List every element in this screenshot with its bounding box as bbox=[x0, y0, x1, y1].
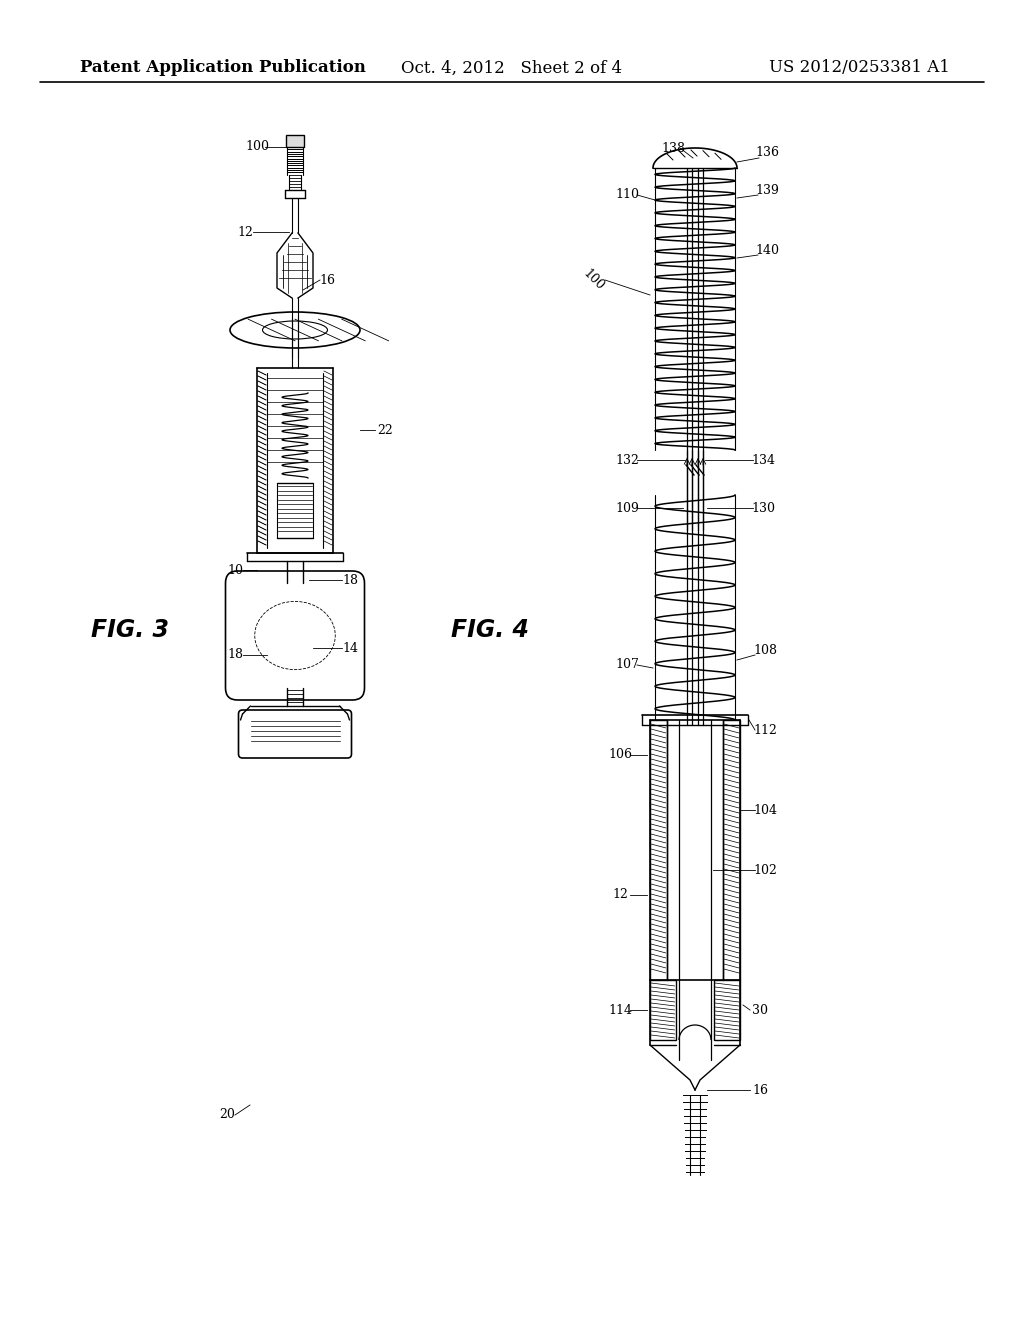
Text: US 2012/0253381 A1: US 2012/0253381 A1 bbox=[769, 59, 950, 77]
Text: 12: 12 bbox=[238, 226, 253, 239]
Text: Oct. 4, 2012   Sheet 2 of 4: Oct. 4, 2012 Sheet 2 of 4 bbox=[401, 59, 623, 77]
Text: 140: 140 bbox=[755, 243, 779, 256]
Text: 18: 18 bbox=[227, 648, 243, 661]
Ellipse shape bbox=[230, 312, 360, 348]
Text: 138: 138 bbox=[662, 141, 685, 154]
Text: 100: 100 bbox=[580, 267, 606, 293]
Text: 134: 134 bbox=[751, 454, 775, 466]
Text: 22: 22 bbox=[377, 424, 393, 437]
Text: 108: 108 bbox=[753, 644, 777, 656]
Text: 100: 100 bbox=[245, 140, 269, 153]
Text: FIG. 3: FIG. 3 bbox=[91, 618, 169, 642]
Text: 30: 30 bbox=[752, 1003, 768, 1016]
Bar bbox=[723, 719, 740, 979]
Bar bbox=[650, 719, 667, 979]
Text: 139: 139 bbox=[755, 183, 779, 197]
Text: 114: 114 bbox=[608, 1003, 632, 1016]
Text: 110: 110 bbox=[615, 189, 639, 202]
Text: 132: 132 bbox=[615, 454, 639, 466]
Text: Patent Application Publication: Patent Application Publication bbox=[80, 59, 366, 77]
Text: 14: 14 bbox=[342, 642, 358, 655]
Text: 112: 112 bbox=[753, 723, 777, 737]
Text: 10: 10 bbox=[227, 564, 243, 577]
Text: FIG. 4: FIG. 4 bbox=[451, 618, 529, 642]
Text: 109: 109 bbox=[615, 502, 639, 515]
Text: 16: 16 bbox=[752, 1084, 768, 1097]
Text: 12: 12 bbox=[612, 888, 628, 902]
Text: 102: 102 bbox=[753, 863, 777, 876]
Text: 136: 136 bbox=[755, 145, 779, 158]
Text: 18: 18 bbox=[342, 573, 358, 586]
Text: 107: 107 bbox=[615, 659, 639, 672]
Text: 16: 16 bbox=[319, 273, 335, 286]
Bar bbox=[286, 135, 304, 147]
Text: 106: 106 bbox=[608, 748, 632, 762]
Text: 20: 20 bbox=[219, 1109, 234, 1122]
Text: 104: 104 bbox=[753, 804, 777, 817]
Text: 130: 130 bbox=[751, 502, 775, 515]
Bar bbox=[714, 979, 740, 1040]
Bar bbox=[650, 979, 676, 1040]
